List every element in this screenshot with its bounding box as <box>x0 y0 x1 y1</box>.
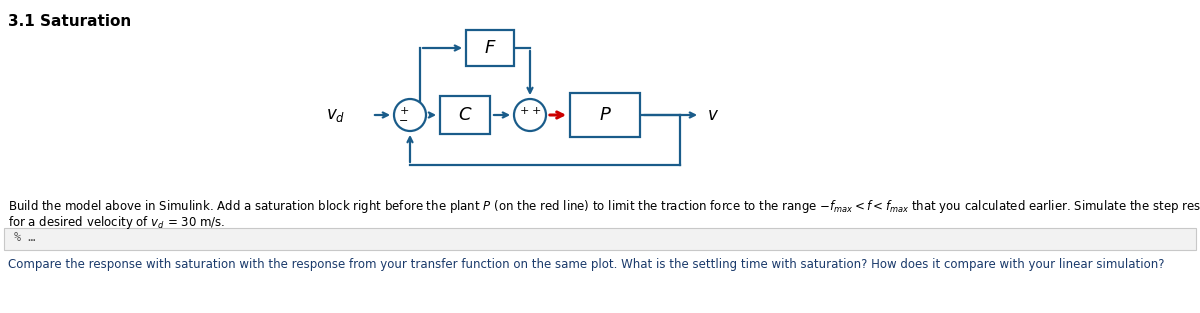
Text: Compare the response with saturation with the response from your transfer functi: Compare the response with saturation wit… <box>8 258 1164 271</box>
Bar <box>4 228 1196 250</box>
Text: for a desired velocity of $v_d$ = 30 m/s.: for a desired velocity of $v_d$ = 30 m/s… <box>8 214 226 231</box>
Text: $P$: $P$ <box>599 106 612 124</box>
Text: Build the model above in Simulink. Add a saturation block right before the plant: Build the model above in Simulink. Add a… <box>8 198 1200 215</box>
Circle shape <box>394 99 426 131</box>
Text: % …: % … <box>14 231 35 244</box>
Text: $v$: $v$ <box>707 106 719 124</box>
Text: $F$: $F$ <box>484 39 497 57</box>
Text: +: + <box>532 106 541 116</box>
Text: $C$: $C$ <box>457 106 473 124</box>
Text: 3.1 Saturation: 3.1 Saturation <box>8 14 131 29</box>
Circle shape <box>514 99 546 131</box>
Bar <box>440 96 490 134</box>
Bar <box>570 93 640 137</box>
Text: −: − <box>400 116 409 126</box>
Text: +: + <box>520 106 529 116</box>
Text: $v_d$: $v_d$ <box>325 106 346 124</box>
Text: +: + <box>400 106 409 116</box>
Bar <box>466 30 514 66</box>
